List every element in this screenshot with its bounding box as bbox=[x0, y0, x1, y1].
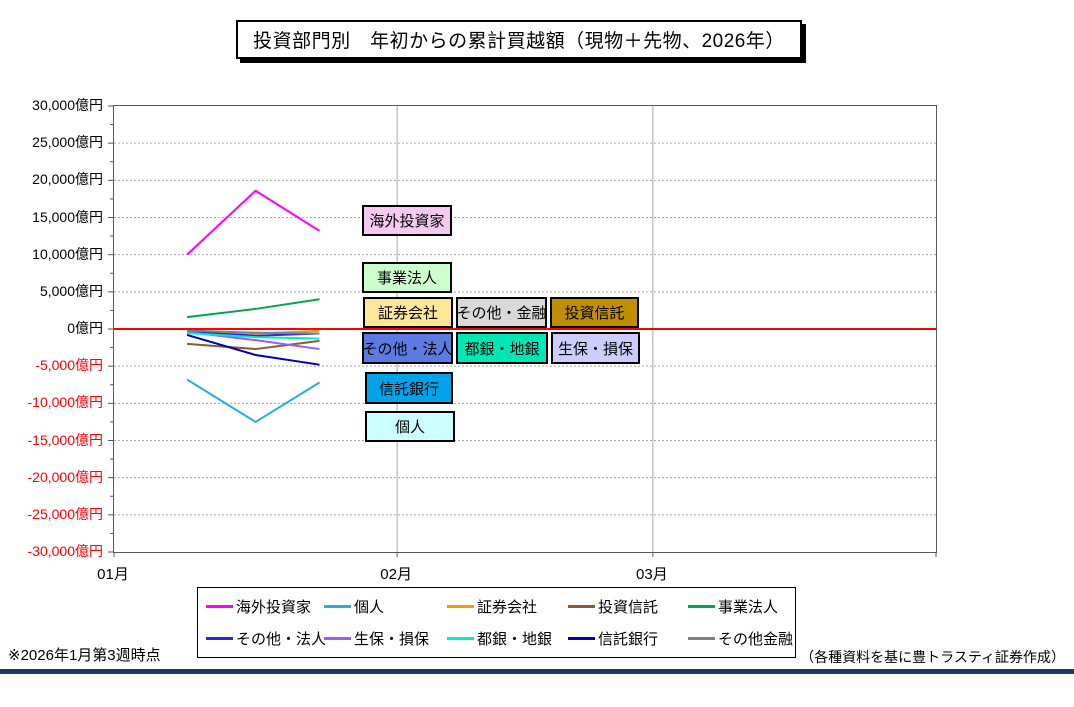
legend-label: 投資信託 bbox=[598, 598, 659, 616]
legend-label: 個人 bbox=[354, 598, 385, 616]
x-axis-label: 03月 bbox=[636, 566, 668, 583]
series-label-box: 事業法人 bbox=[362, 262, 452, 293]
series-label-box: その他・法人 bbox=[362, 332, 453, 364]
legend-label: 都銀・地銀 bbox=[477, 631, 553, 649]
legend-swatch bbox=[447, 604, 474, 608]
y-axis-label: -5,000億円 bbox=[35, 357, 103, 374]
legend-item: 都銀・地銀 bbox=[447, 628, 568, 649]
plot-canvas bbox=[108, 105, 937, 557]
bottom-bar bbox=[0, 669, 1074, 674]
y-axis-label: 5,000億円 bbox=[39, 282, 103, 299]
legend-label: 信託銀行 bbox=[598, 631, 659, 649]
series-label-box: 個人 bbox=[365, 411, 455, 442]
legend-label: その他金融 bbox=[718, 631, 794, 649]
series-line-1 bbox=[186, 378, 321, 423]
legend-label: 証券会社 bbox=[477, 598, 538, 616]
series-line-4 bbox=[186, 298, 320, 319]
legend-swatch bbox=[447, 637, 474, 641]
series-line-0 bbox=[186, 189, 321, 256]
legend-swatch bbox=[324, 637, 351, 641]
legend-item: 事業法人 bbox=[688, 596, 793, 617]
legend-swatch bbox=[568, 604, 595, 608]
y-axis-label: 30,000億円 bbox=[32, 97, 103, 113]
y-axis-label: -15,000億円 bbox=[27, 431, 103, 448]
y-axis-label: -20,000億円 bbox=[27, 468, 103, 485]
y-axis-label: 20,000億円 bbox=[32, 171, 103, 188]
legend-label: その他・法人 bbox=[236, 631, 327, 649]
x-axis-label: 02月 bbox=[380, 566, 412, 583]
series-line-9 bbox=[187, 329, 320, 335]
legend-item: 海外投資家 bbox=[206, 596, 324, 617]
legend-label: 海外投資家 bbox=[236, 598, 312, 616]
footnote: ※2026年1月第3週時点 bbox=[8, 647, 161, 664]
legend-swatch bbox=[206, 604, 233, 608]
legend: 海外投資家 個人 証券会社 投資信託 事業法人その他・法人 生保・損保 都銀・地銀 信託銀行 そ… bbox=[197, 587, 796, 658]
y-axis-label: -30,000億円 bbox=[27, 543, 103, 559]
series-label-box: 投資信託 bbox=[550, 297, 639, 328]
legend-swatch bbox=[324, 604, 351, 608]
legend-item: その他・法人 bbox=[206, 628, 327, 649]
legend-swatch bbox=[568, 637, 595, 641]
y-axis-label: 0億円 bbox=[67, 320, 103, 336]
legend-item: 投資信託 bbox=[568, 596, 688, 617]
y-axis-label: -25,000億円 bbox=[27, 505, 103, 522]
x-axis-label: 01月 bbox=[97, 566, 129, 583]
series-line-7 bbox=[187, 332, 320, 340]
series-label-box: 都銀・地銀 bbox=[456, 332, 548, 364]
y-axis-label: -10,000億円 bbox=[27, 394, 103, 411]
series-label-box: その他・金融 bbox=[456, 297, 547, 328]
series-label-box: 海外投資家 bbox=[362, 205, 452, 236]
y-axis-label: 25,000億円 bbox=[32, 134, 103, 151]
series-line-3 bbox=[186, 339, 320, 351]
legend-item: 証券会社 bbox=[447, 596, 568, 617]
y-axis-label: 15,000億円 bbox=[32, 208, 103, 225]
series-label-box: 証券会社 bbox=[363, 297, 453, 328]
page-title: 投資部門別 年初からの累計買越額（現物＋先物、2026年） bbox=[253, 31, 785, 52]
legend-item: 生保・損保 bbox=[324, 628, 447, 649]
series-label-box: 生保・損保 bbox=[551, 332, 640, 364]
series-label-box: 信託銀行 bbox=[365, 372, 453, 404]
legend-item: 信託銀行 bbox=[568, 628, 688, 649]
y-axis-label: 10,000億円 bbox=[32, 245, 103, 262]
legend-swatch bbox=[688, 637, 715, 641]
source-credit: （各種資料を基に豊トラスティ証券作成） bbox=[800, 649, 1065, 665]
legend-item: その他金融 bbox=[688, 628, 793, 649]
legend-swatch bbox=[206, 637, 233, 641]
legend-label: 生保・損保 bbox=[354, 631, 430, 649]
series-line-8 bbox=[186, 333, 320, 366]
plot-area bbox=[108, 105, 937, 557]
legend-swatch bbox=[688, 604, 715, 608]
legend-label: 事業法人 bbox=[718, 598, 779, 616]
legend-item: 個人 bbox=[324, 596, 447, 617]
chart-title-box: 投資部門別 年初からの累計買越額（現物＋先物、2026年） bbox=[236, 20, 802, 59]
